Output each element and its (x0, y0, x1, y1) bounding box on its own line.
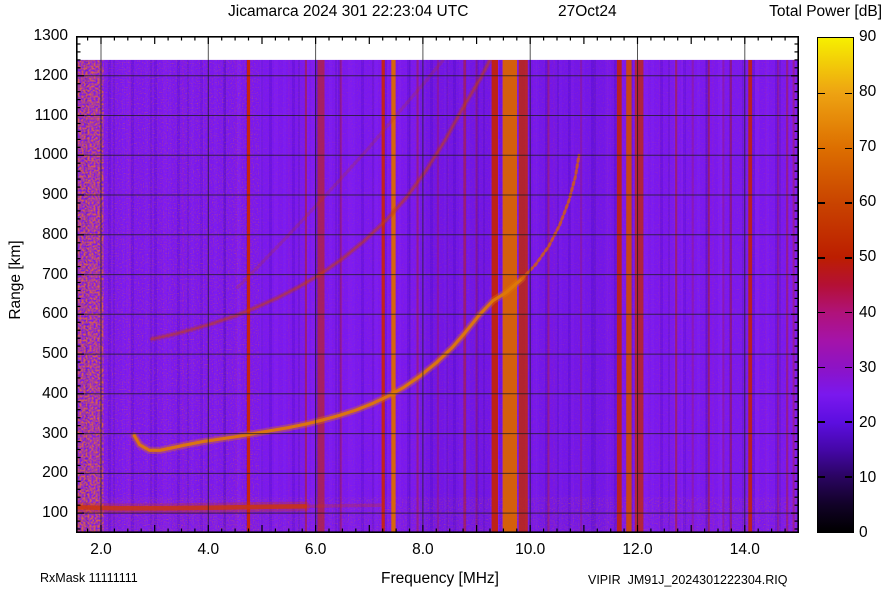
x-axis-title: Frequency [MHz] (380, 570, 499, 587)
colorbar-title: Total Power [dB] (769, 3, 882, 20)
colorbar-tick-label: 40 (859, 303, 877, 321)
rfi-line (547, 59, 550, 533)
left-third-noise (76, 59, 260, 533)
x-tick-label: 2.0 (90, 541, 112, 558)
rfi-line (580, 59, 583, 533)
heatmap-canvas (76, 36, 799, 533)
rfi-line (339, 59, 342, 533)
f-trace-second-hop-core (150, 55, 493, 341)
y-tick-label: 1300 (33, 27, 68, 44)
y-tick-label: 1100 (34, 106, 68, 124)
y-tick-label: 1000 (33, 146, 68, 164)
rfi-line (491, 59, 498, 533)
colorbar (817, 37, 854, 533)
f-trace-second-hop (149, 54, 495, 342)
x-tick-label: 8.0 (412, 541, 434, 558)
colorbar-tick (845, 421, 852, 423)
bottom-noise (76, 497, 799, 533)
rfi-line (792, 59, 795, 533)
colorbar-tick (845, 311, 852, 314)
colorbar-tick (818, 147, 825, 150)
colorbar-tick (845, 476, 852, 478)
colorbar-tick (845, 202, 852, 204)
y-tick-label: 300 (42, 424, 68, 442)
left-edge-noise (76, 59, 104, 533)
x-tick-label: 4.0 (197, 541, 220, 558)
rfi-line (436, 59, 439, 533)
colorbar-tick-label: 20 (859, 413, 877, 431)
file-name-label: VIPIR JM91J_2024301222304.RIQ (588, 573, 788, 587)
rfi-line (634, 59, 644, 533)
rfi-line (518, 59, 528, 533)
y-tick-label: 200 (42, 464, 68, 482)
y-tick-label: 700 (42, 265, 68, 283)
colorbar-tick-label: 0 (859, 524, 868, 541)
colorbar-tick (845, 147, 852, 150)
colorbar-tick (818, 257, 825, 259)
colorbar-tick-label: 60 (859, 193, 877, 211)
rfi-line (626, 59, 632, 533)
e-layer-echo (76, 504, 308, 511)
rfi-line (675, 59, 678, 533)
rfi-line (707, 59, 710, 533)
y-tick-label: 500 (42, 345, 68, 363)
rfi-line (317, 59, 325, 533)
x-tick-label: 14.0 (729, 541, 760, 558)
y-tick-label: 400 (42, 384, 68, 402)
colorbar-tick-label: 70 (859, 138, 877, 156)
rfi-line (722, 59, 725, 533)
y-tick-label: 800 (42, 225, 68, 243)
rfi-line (748, 59, 753, 533)
rfi-line (786, 59, 789, 533)
colorbar-tick (818, 421, 825, 423)
y-tick-label: 900 (42, 186, 68, 204)
colorbar-tick (818, 476, 825, 478)
colorbar-tick (845, 366, 852, 369)
x-tick-label: 10.0 (515, 541, 546, 558)
e-layer-echo-faint (303, 503, 382, 509)
y-tick-label: 100 (42, 504, 68, 522)
rfi-line (381, 59, 385, 533)
rfi-line (463, 59, 467, 533)
colorbar-tick (845, 92, 852, 95)
rfi-line (475, 59, 478, 533)
colorbar-tick (818, 92, 825, 95)
rfi-line (777, 59, 780, 533)
colorbar-tick-label: 80 (859, 83, 877, 101)
chart-date: 27Oct24 (558, 3, 617, 20)
rfi-line (616, 59, 622, 533)
colorbar-tick-label: 10 (859, 468, 877, 486)
colorbar-tick-label: 90 (859, 28, 877, 45)
rfi-line (729, 59, 732, 533)
rfi-line (304, 59, 307, 533)
colorbar-tick (845, 257, 852, 259)
no-data-band (76, 36, 799, 60)
rx-mask-label: RxMask 11111111 (40, 571, 138, 585)
colorbar-tick (818, 366, 825, 369)
chart-title: Jicamarca 2024 301 22:23:04 UTC (228, 3, 469, 20)
plot-area (76, 36, 799, 533)
colorbar-tick-label: 50 (859, 248, 877, 266)
x-tick-label: 12.0 (622, 541, 653, 558)
plot-border (76, 36, 799, 533)
y-tick-label: 600 (42, 305, 68, 323)
f-trace-main-tip (520, 153, 581, 280)
colorbar-tick-label: 30 (859, 358, 877, 376)
x-tick-label: 6.0 (304, 541, 327, 558)
colorbar-tick (818, 202, 825, 204)
y-tick-label: 1200 (33, 66, 68, 84)
rfi-line (391, 59, 396, 533)
colorbar-tick (818, 311, 825, 314)
rfi-line (246, 59, 251, 533)
rfi-line (416, 59, 419, 533)
f-trace-main (132, 276, 524, 452)
f-trace-third-hop (236, 54, 448, 290)
rfi-line (502, 59, 518, 533)
rfi-line (691, 59, 694, 533)
